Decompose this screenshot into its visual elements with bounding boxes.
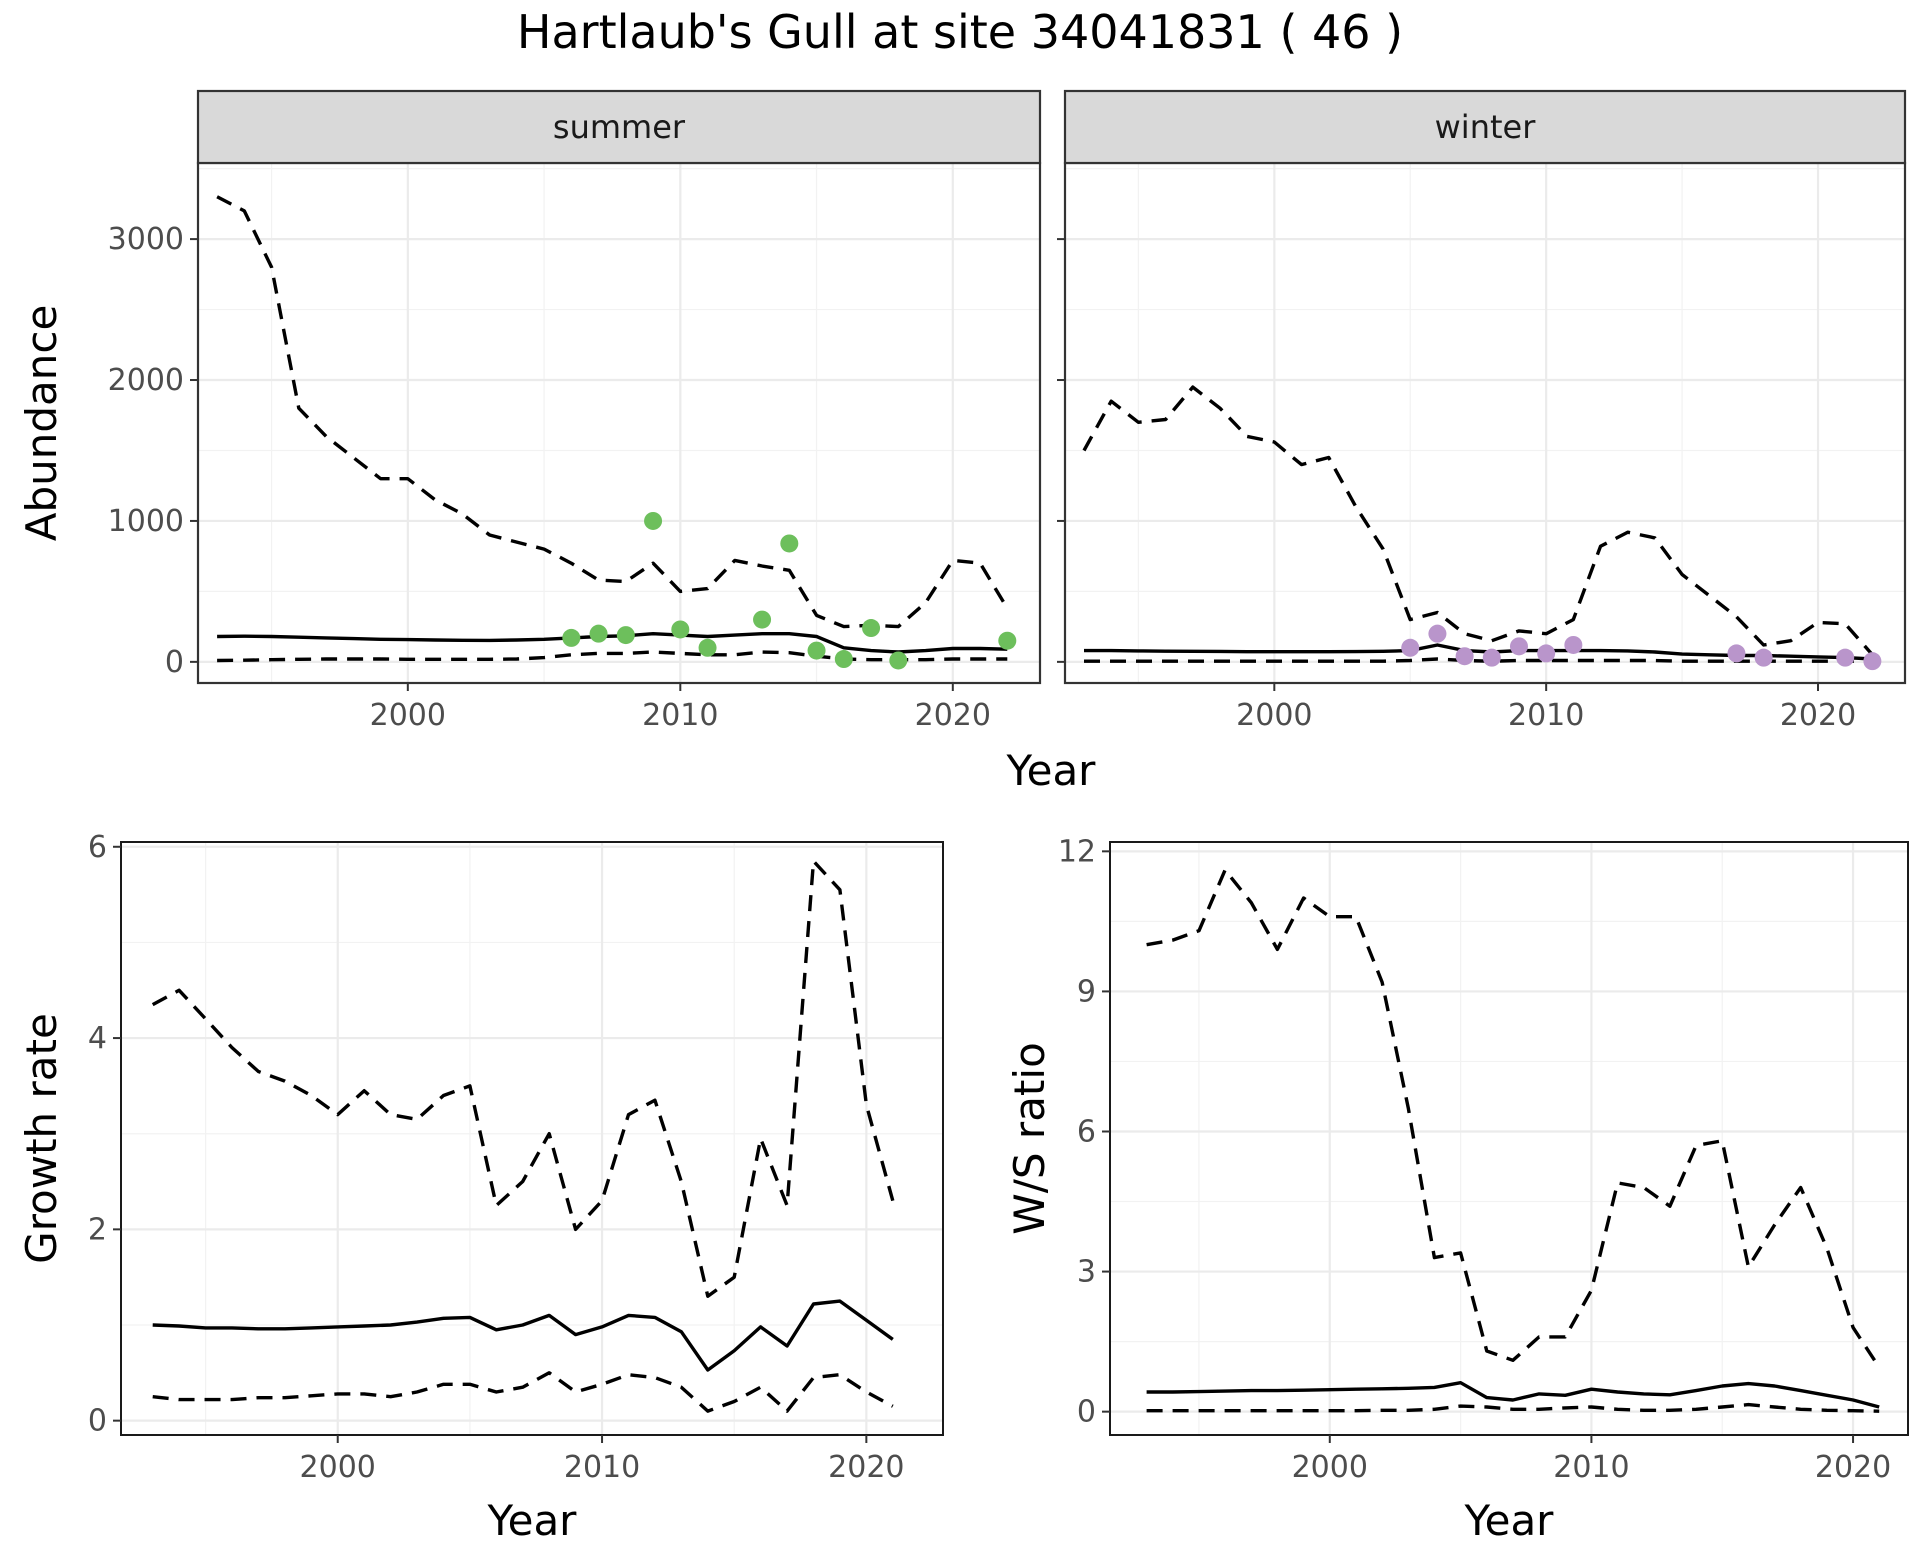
series-upper-line	[1146, 868, 1881, 1369]
observed-point	[562, 628, 581, 647]
series-estimate-line	[217, 632, 1008, 654]
y-axis-title: Abundance	[17, 305, 66, 542]
y-tick-label: 4	[88, 1021, 107, 1056]
observed-point	[998, 631, 1017, 650]
observed-point	[834, 650, 853, 669]
observed-point	[1727, 644, 1746, 663]
panel-background	[1065, 163, 1905, 683]
x-tick-label: 2020	[1815, 1450, 1891, 1485]
facet-strip-label: winter	[1435, 108, 1537, 146]
observed-point	[1564, 635, 1583, 654]
panel-2: winter 2000 2010 2020	[1057, 89, 1907, 733]
y-tick-label: 6	[1077, 1114, 1096, 1149]
y-tick-label: 0	[88, 1404, 107, 1439]
panel-border	[1109, 841, 1909, 1436]
x-tick-label: 2020	[828, 1450, 904, 1485]
observed-point	[807, 641, 826, 660]
y-tick-label: 9	[1077, 974, 1096, 1009]
series-lower-line	[1146, 1402, 1880, 1413]
panel-border	[120, 841, 944, 1436]
panel-4: 2000 2010 2020 0 3 6 9 12 Year W/S ratio	[1005, 834, 1909, 1545]
y-tick-label: 12	[1058, 834, 1096, 869]
x-tick-label: 2000	[370, 698, 446, 733]
x-tick-label: 2010	[642, 698, 718, 733]
observed-point	[671, 620, 690, 639]
y-tick-label: 2	[88, 1212, 107, 1247]
observed-point	[698, 638, 717, 657]
chart-title: Hartlaub's Gull at site 34041831 ( 46 )	[517, 5, 1403, 59]
series-lower-line	[152, 1371, 894, 1413]
facet-strip	[1063, 89, 1907, 165]
observed-point	[780, 534, 799, 553]
observed-point	[862, 619, 881, 638]
x-tick-label: 2000	[1236, 698, 1312, 733]
observed-point	[589, 624, 608, 643]
observed-point	[1482, 648, 1501, 667]
x-tick-label: 2020	[1780, 698, 1856, 733]
observed-point	[753, 610, 772, 629]
observed-point	[1836, 648, 1855, 667]
y-tick-label: 6	[88, 830, 107, 865]
x-tick-label: 2020	[915, 698, 991, 733]
facet-strip-label: summer	[553, 108, 686, 146]
y-tick-label: 0	[165, 645, 184, 680]
x-tick-label: 2000	[300, 1450, 376, 1485]
x-axis-title: Year	[1464, 1496, 1555, 1545]
panel-background	[121, 842, 943, 1435]
observed-point	[1509, 637, 1528, 656]
series-estimate-line	[1146, 1380, 1880, 1409]
y-tick-label: 2000	[108, 363, 184, 398]
panel-background	[198, 163, 1040, 683]
panel-1: summer 2000 2010 2020 0 1000 2000 3000 Abundance	[17, 89, 1042, 733]
observed-point	[644, 511, 663, 530]
observed-point	[1863, 652, 1882, 671]
x-tick-label: 2000	[1292, 1450, 1368, 1485]
y-axis-title: W/S ratio	[1005, 1042, 1054, 1235]
observed-point	[1401, 638, 1420, 657]
series-lower-line	[1084, 657, 1873, 663]
y-axis-title: Growth rate	[17, 1013, 66, 1264]
x-axis-title: Year	[487, 1496, 578, 1545]
observed-point	[1754, 648, 1773, 667]
y-tick-label: 1000	[108, 504, 184, 539]
x-tick-label: 2010	[1508, 698, 1584, 733]
observed-point	[889, 651, 908, 670]
y-tick-label: 0	[1077, 1395, 1096, 1430]
panel-background	[1110, 842, 1908, 1435]
facet-strip	[196, 89, 1042, 165]
x-tick-label: 2010	[564, 1450, 640, 1485]
series-upper-line	[1082, 385, 1874, 656]
panel-3: 2000 2010 2020 0 2 4 6 Year Growth rate	[17, 830, 944, 1545]
observed-point	[616, 626, 635, 645]
series-upper-line	[151, 859, 895, 1299]
series-upper-line	[216, 195, 1009, 629]
x-axis-title-facets: Year	[1006, 746, 1097, 795]
series-estimate-line	[152, 1299, 894, 1372]
y-tick-label: 3	[1077, 1255, 1096, 1290]
observed-point	[1428, 624, 1447, 643]
y-tick-label: 3000	[108, 222, 184, 257]
series-lower-line	[217, 650, 1008, 663]
observed-point	[1537, 644, 1556, 663]
x-tick-label: 2010	[1553, 1450, 1629, 1485]
observed-point	[1455, 647, 1474, 666]
